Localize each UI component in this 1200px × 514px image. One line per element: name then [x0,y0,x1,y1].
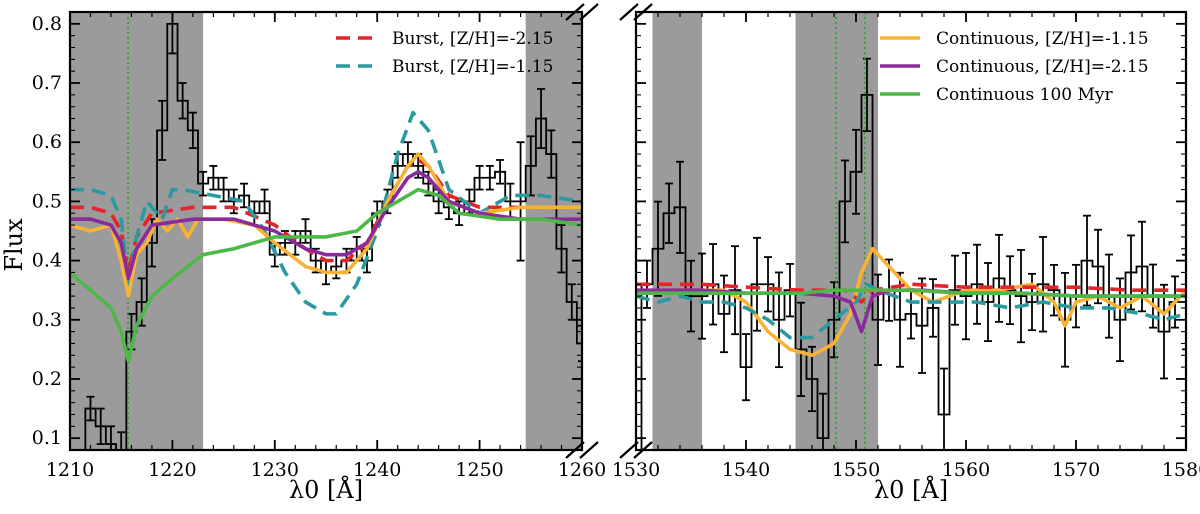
left-legend-label: Burst, [Z/H]=-2.15 [392,29,553,49]
left-x-tick-label: 1230 [251,459,299,481]
left-series-cont_m215 [70,170,582,281]
left-x-tick-label: 1220 [148,459,196,481]
left-x-tick-label: 1260 [558,459,606,481]
y-tick-label: 0.6 [32,131,62,153]
left-model-lines [70,110,582,364]
left-x-tick-label: 1240 [353,459,401,481]
right-x-tick-label: 1540 [722,459,770,481]
legend-layer: Burst, [Z/H]=-2.15 Burst, [Z/H]=-1.15 Cont… [336,29,1149,105]
right-legend-label: Continuous, [Z/H]=-2.15 [936,57,1149,77]
right-data-step-line [640,93,1186,450]
y-tick-label: 0.7 [32,72,62,94]
y-tick-label: 0.8 [32,13,62,35]
right-axes-frame [634,10,1188,452]
right-x-tick-label: 1570 [1052,459,1100,481]
left-series-burst_m115 [70,110,582,316]
y-tick-label: 0.1 [32,427,62,449]
right-axis-break-mark [619,441,639,459]
right-model-lines [636,246,1186,358]
right-axis-break-mark [633,3,653,21]
right-legend-label: Continuous 100 Myr [936,85,1114,105]
left-axis-break-mark [579,3,599,21]
right-axis-break-mark [633,441,653,459]
y-axis-title: Flux [0,218,28,272]
right-shaded-region-0 [652,12,702,450]
shaded-regions-layer [70,12,878,450]
left-x-tick-label: 1250 [455,459,503,481]
right-x-tick-label: 1560 [942,459,990,481]
left-axis-break-mark [565,3,585,21]
left-series-cont_100 [70,187,582,364]
right-x-tick-label: 1550 [832,459,880,481]
left-series-cont_m115 [70,152,582,298]
left-shaded-region-1 [525,12,582,450]
y-tick-label: 0.3 [32,309,62,331]
left-x-tick-label: 1210 [46,459,94,481]
y-tick-label: 0.5 [32,190,62,212]
right-series-burst_m115 [636,282,1186,340]
left-axis-break-mark [565,441,585,459]
axes-layer: 1210 1220 1230 1240 1250 1260 0.1 0.2 0.3 0.4 0.5 0… [32,3,1200,504]
left-axis-break-mark [579,441,599,459]
right-x-axis-title: λ0 [Å] [874,475,948,504]
right-series-cont_100 [636,288,1186,298]
right-axis-break-mark [619,3,639,21]
left-legend-label: Burst, [Z/H]=-1.15 [392,57,553,77]
y-tick-label: 0.4 [32,250,62,272]
right-x-tick-label: 1580 [1162,459,1200,481]
y-tick-label: 0.2 [32,368,62,390]
right-x-tick-label: 1530 [612,459,660,481]
model-lines-layer [70,110,1186,364]
left-x-axis-title: λ0 [Å] [289,475,363,504]
right-legend-label: Continuous, [Z/H]=-1.15 [936,29,1149,49]
right-observed-spectrum [640,57,1186,450]
left-data-step-line [84,22,582,450]
left-axes-frame [68,10,584,452]
